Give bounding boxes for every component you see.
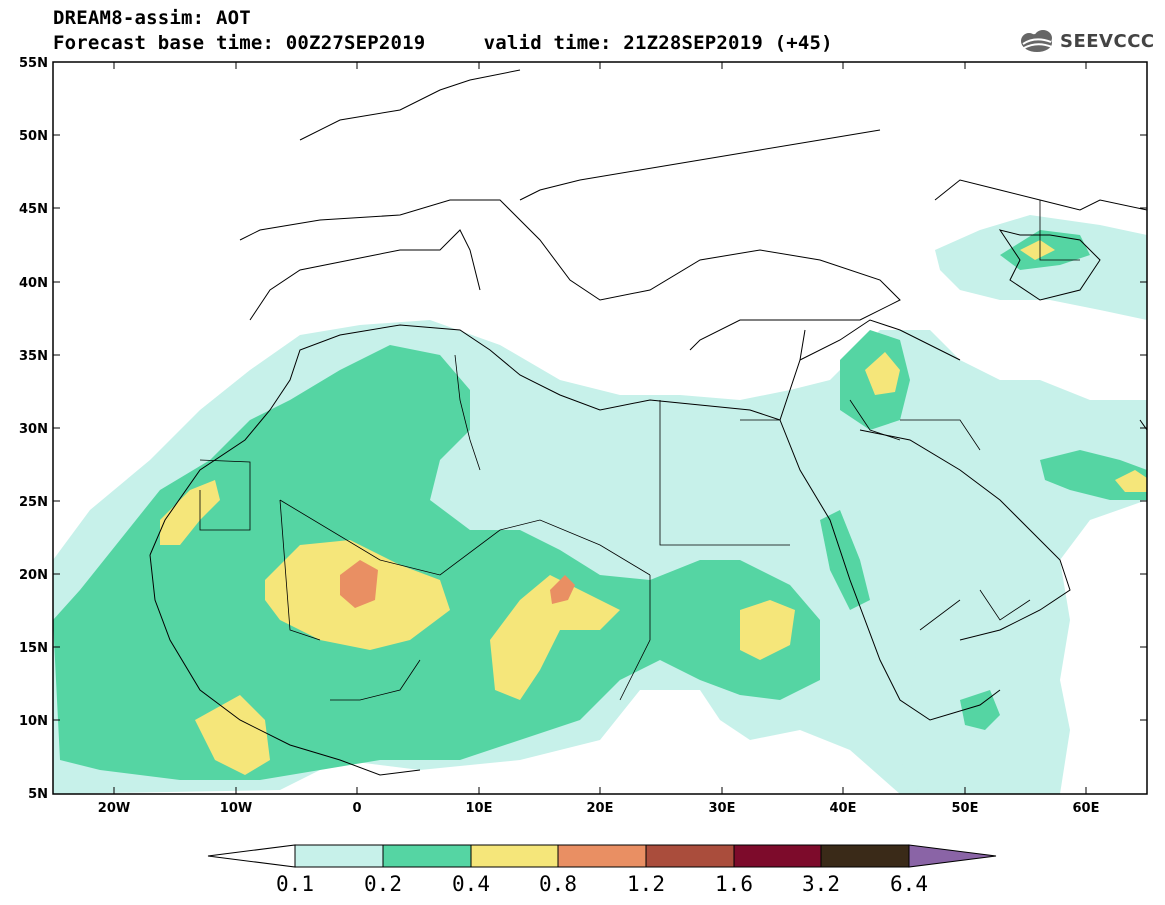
colorbar-bin	[294, 844, 384, 868]
lon-label: 10W	[220, 801, 252, 816]
lon-labels: 20W 10W 0 10E 20E 30E 40E 50E 60E	[98, 801, 1100, 816]
colorbar-label: 1.2	[627, 872, 665, 896]
colorbar-bin	[820, 844, 910, 868]
colorbar-bin	[470, 844, 559, 868]
colorbar-bin	[733, 844, 822, 868]
lat-label: 50N	[19, 129, 48, 144]
contour-0.8-niger	[550, 575, 575, 604]
contour-0.2-gulf	[1040, 450, 1147, 500]
lon-label: 0	[352, 801, 361, 816]
lat-label: 55N	[19, 56, 48, 71]
colorbar-lower-arrow	[207, 844, 296, 868]
lat-label: 30N	[19, 422, 48, 437]
contour-0.2-red-sea	[820, 510, 870, 610]
contour-0.4-iraq	[865, 352, 900, 395]
lon-label: 20W	[98, 801, 130, 816]
colorbar-bin	[557, 844, 647, 868]
coastlines	[149, 69, 1147, 776]
colorbar-upper-arrow	[908, 844, 997, 868]
contour-0.4-caspian	[1020, 240, 1055, 260]
lat-label: 15N	[19, 641, 48, 656]
colorbar-label: 0.1	[276, 872, 314, 896]
lon-label: 10E	[466, 801, 493, 816]
lat-label: 35N	[19, 349, 48, 364]
contour-0.2-somalia	[960, 690, 1000, 730]
map-title: DREAM8-assim: AOT	[53, 7, 251, 29]
contour-0.4-guinea	[195, 695, 270, 775]
colorbar-label: 3.2	[802, 872, 840, 896]
contour-0.4-gulf	[1115, 470, 1147, 492]
contour-0.8-mali	[340, 560, 378, 608]
contour-0.1-arabia	[900, 590, 1050, 794]
colorbar-label: 0.2	[364, 872, 402, 896]
cloud-icon	[1021, 30, 1053, 52]
lat-labels: 55N 50N 45N 40N 35N 30N 25N 20N 15N 10N …	[19, 56, 48, 802]
lat-label: 10N	[19, 714, 48, 729]
aot-contours	[53, 215, 1147, 794]
lat-label: 40N	[19, 276, 48, 291]
forecast-time-subtitle: Forecast base time: 00Z27SEP2019 valid t…	[53, 32, 833, 54]
colorbar-label: 1.6	[715, 872, 753, 896]
colorbar-label: 6.4	[890, 872, 928, 896]
lat-label: 25N	[19, 495, 48, 510]
lat-ticks	[53, 61, 1147, 721]
lon-ticks	[113, 62, 1087, 794]
logo-text: SEEVCCC	[1060, 31, 1155, 52]
lat-label: 45N	[19, 202, 48, 217]
contour-0.4-mauritania	[160, 480, 220, 545]
colorbar-label: 0.4	[452, 872, 490, 896]
lon-label: 30E	[709, 801, 736, 816]
lon-label: 60E	[1073, 801, 1100, 816]
contour-0.4-niger	[490, 575, 620, 700]
seevccc-logo	[1021, 30, 1053, 52]
lat-label: 20N	[19, 568, 48, 583]
lon-label: 50E	[952, 801, 979, 816]
contour-0.2	[53, 345, 820, 780]
colorbar-label: 0.8	[539, 872, 577, 896]
colorbar-bin	[645, 844, 735, 868]
colorbar-bin	[382, 844, 472, 868]
contour-0.4-chad	[740, 600, 795, 660]
contour-0.1-caspian	[935, 215, 1147, 320]
colorbar	[207, 844, 997, 868]
lon-label: 20E	[587, 801, 614, 816]
lat-label: 5N	[28, 787, 48, 802]
country-borders	[199, 200, 1080, 701]
lon-label: 40E	[830, 801, 857, 816]
